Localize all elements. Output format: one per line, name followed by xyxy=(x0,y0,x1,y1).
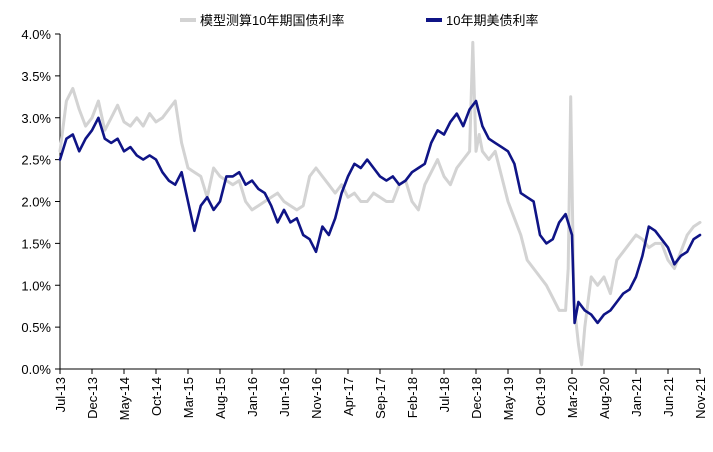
x-tick-label: Jul-18 xyxy=(437,377,452,412)
x-tick-label: Mar-20 xyxy=(565,377,580,418)
y-tick-label: 2.0% xyxy=(21,195,51,210)
series-line-ust-10y xyxy=(58,99,702,325)
y-tick-label: 1.0% xyxy=(21,278,51,293)
x-tick-label: Dec-13 xyxy=(85,377,100,419)
series-layer xyxy=(58,40,702,367)
x-tick-label: May-14 xyxy=(117,377,132,420)
x-tick-label: Aug-20 xyxy=(597,377,612,419)
x-tick-label: Oct-14 xyxy=(149,377,164,416)
y-tick-label: 1.5% xyxy=(21,236,51,251)
x-tick-label: Sep-17 xyxy=(373,377,388,419)
x-tick-label: Jan-16 xyxy=(245,377,260,417)
x-tick-label: Nov-16 xyxy=(309,377,324,419)
y-axis: 0.0% 0.5% 1.0% 1.5% 2.0% 2.5% 3.0% 3.5% 4.0% xyxy=(21,27,61,377)
y-tick-label: 4.0% xyxy=(21,27,51,42)
x-tick-label: Feb-18 xyxy=(405,377,420,418)
x-tick-label: Mar-15 xyxy=(181,377,196,418)
x-tick-label: May-19 xyxy=(501,377,516,420)
legend: 模型测算10年期国债利率 10年期美债利率 xyxy=(180,13,538,28)
y-tick-label: 0.0% xyxy=(21,362,51,377)
x-tick-label: Jun-21 xyxy=(661,377,676,417)
x-tick-label: Nov-21 xyxy=(693,377,708,419)
x-tick-label: Jul-13 xyxy=(53,377,68,412)
legend-label-model-cgb: 模型测算10年期国债利率 xyxy=(200,13,344,28)
x-tick-label: Jan-21 xyxy=(629,377,644,417)
legend-label-ust-10y: 10年期美债利率 xyxy=(446,13,538,28)
y-tick-label: 2.5% xyxy=(21,153,51,168)
x-tick-label: Dec-18 xyxy=(469,377,484,419)
x-tick-label: Oct-19 xyxy=(533,377,548,416)
y-tick-label: 3.0% xyxy=(21,111,51,126)
y-tick-label: 0.5% xyxy=(21,320,51,335)
series-line-model-cgb xyxy=(58,40,702,367)
x-tick-label: Aug-15 xyxy=(213,377,228,419)
x-axis: Jul-13 Dec-13 May-14 Oct-14 Mar-15 Aug-15 Jan-… xyxy=(53,368,708,420)
y-tick-label: 3.5% xyxy=(21,69,51,84)
x-tick-label: Jun-16 xyxy=(277,377,292,417)
x-tick-label: Apr-17 xyxy=(341,377,356,416)
